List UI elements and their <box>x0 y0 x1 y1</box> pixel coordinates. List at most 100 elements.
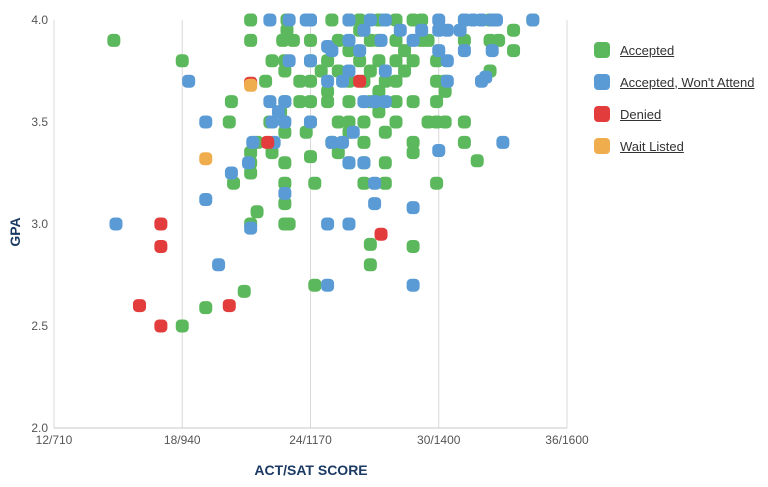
data-point <box>342 95 356 109</box>
data-point <box>304 150 317 164</box>
legend-item[interactable]: Accepted <box>594 34 755 66</box>
x-axis-label: ACT/SAT SCORE <box>254 462 367 478</box>
data-point <box>440 54 454 68</box>
data-point <box>457 33 471 47</box>
legend-label: Accepted <box>620 42 675 58</box>
data-point <box>246 135 260 149</box>
data-point <box>331 33 345 47</box>
data-point <box>282 217 296 231</box>
data-point <box>175 54 189 68</box>
data-point <box>507 23 521 37</box>
legend-label: Denied <box>620 106 662 122</box>
data-point <box>342 13 356 27</box>
series-2 <box>133 74 388 333</box>
legend-item[interactable]: Accepted, Won't Attend <box>594 66 755 98</box>
y-axis-label: GPA <box>7 217 23 246</box>
data-point <box>342 33 356 47</box>
data-point <box>363 258 377 272</box>
data-point <box>378 74 392 88</box>
data-point <box>286 33 300 47</box>
data-point <box>325 44 339 58</box>
data-point <box>336 74 350 88</box>
data-point <box>342 64 356 78</box>
data-point <box>224 95 238 109</box>
series-1 <box>109 13 540 292</box>
data-point <box>244 146 258 160</box>
data-point <box>244 13 258 27</box>
y-tick-label: 3.5 <box>31 115 48 129</box>
data-point <box>389 54 403 68</box>
y-tick-label: 3.0 <box>31 217 48 231</box>
data-point <box>299 125 313 139</box>
data-point <box>406 146 420 160</box>
data-point <box>109 217 123 231</box>
data-point <box>278 197 292 211</box>
legend: Accepted Accepted, Won't Attend Denied Wait… <box>594 34 755 162</box>
data-point <box>321 54 335 68</box>
data-point <box>357 23 371 37</box>
data-point <box>263 95 277 109</box>
data-point <box>304 74 317 88</box>
data-point <box>154 319 168 333</box>
data-point <box>363 13 377 27</box>
data-point <box>154 217 168 231</box>
data-point <box>457 135 471 149</box>
series-3 <box>199 78 258 166</box>
data-point <box>363 237 377 251</box>
legend-label: Wait Listed <box>620 138 684 154</box>
data-point <box>406 239 420 253</box>
y-tick-label: 2.0 <box>31 421 48 435</box>
data-point <box>265 146 279 160</box>
data-point <box>440 23 454 37</box>
data-point <box>325 135 339 149</box>
data-point <box>199 193 213 207</box>
legend-item[interactable]: Denied <box>594 98 755 130</box>
data-point <box>363 64 377 78</box>
x-tick-label: 18/940 <box>164 433 201 447</box>
data-point <box>321 84 335 98</box>
data-point <box>227 176 241 190</box>
data-point <box>331 146 345 160</box>
data-point <box>398 64 412 78</box>
data-point <box>440 74 454 88</box>
data-point <box>304 13 317 27</box>
data-point <box>222 115 236 129</box>
data-point <box>430 176 444 190</box>
data-point <box>321 278 335 292</box>
data-point <box>342 156 356 170</box>
data-point <box>368 197 382 211</box>
x-tick-label: 36/1600 <box>545 433 589 447</box>
data-point <box>415 23 429 37</box>
data-point <box>280 23 294 37</box>
legend-item[interactable]: Wait Listed <box>594 130 755 162</box>
data-point <box>336 135 350 149</box>
data-point <box>276 33 290 47</box>
data-point <box>304 95 317 109</box>
data-point <box>374 227 388 241</box>
data-point <box>199 301 213 315</box>
data-point <box>346 125 360 139</box>
data-point <box>475 13 488 27</box>
legend-swatch <box>594 138 610 154</box>
data-point <box>321 74 335 88</box>
data-point <box>353 13 367 27</box>
data-point <box>244 166 258 180</box>
legend-label: Accepted, Won't Attend <box>620 74 755 90</box>
data-point <box>357 115 371 129</box>
data-point <box>107 33 121 47</box>
data-point <box>389 33 403 47</box>
data-point <box>244 33 258 47</box>
data-point <box>321 217 335 231</box>
legend-swatch <box>594 74 610 90</box>
data-point <box>242 156 256 170</box>
data-point <box>496 135 510 149</box>
data-point <box>372 54 386 68</box>
data-point <box>406 95 420 109</box>
data-point <box>485 44 499 58</box>
data-point <box>378 176 392 190</box>
data-point <box>406 278 420 292</box>
data-point <box>353 74 367 88</box>
data-point <box>154 239 168 253</box>
data-point <box>389 115 403 129</box>
data-point <box>278 186 292 200</box>
